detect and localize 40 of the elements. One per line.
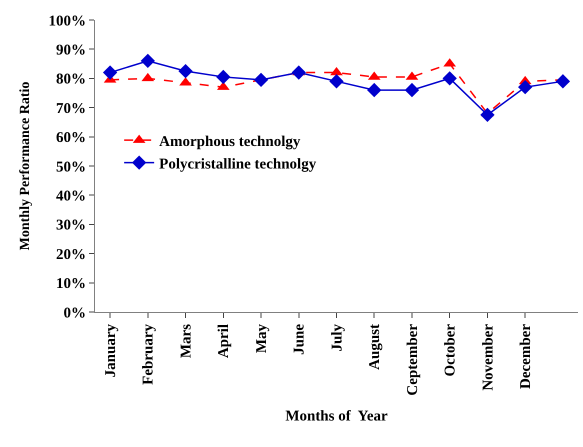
point (518, 80, 532, 94)
y-tick-label: 20% (56, 246, 86, 263)
y-tick-label: 40% (56, 188, 86, 204)
point (404, 82, 420, 98)
x-tick-label: June (292, 324, 308, 355)
y-tick-label: 50% (56, 159, 86, 176)
point (140, 54, 155, 68)
x-tick-label: December (518, 324, 534, 389)
point (367, 82, 382, 98)
x-axis-title: Months of Year (285, 408, 388, 425)
point (292, 65, 306, 80)
x-tick-label: November (480, 324, 496, 391)
y-tick-label: 100% (48, 13, 86, 30)
legend-label: Amorphous technolgy (159, 134, 301, 150)
y-tick-label: 0% (64, 305, 86, 322)
point (178, 64, 193, 78)
x-tick-label: Mars (178, 324, 194, 358)
y-tick-label: 30% (56, 218, 86, 234)
legend-label: Polycristalline technolgy (159, 156, 317, 172)
y-tick-label: 10% (56, 276, 86, 292)
x-tick-label: July (329, 324, 346, 352)
point (102, 65, 118, 80)
point (442, 71, 457, 86)
x-tick-label: May (254, 324, 270, 354)
y-tick-label: 90% (56, 42, 86, 58)
point (254, 72, 268, 88)
point (480, 108, 495, 122)
point (329, 74, 344, 88)
y-tick-label: 80% (56, 72, 86, 88)
y-tick-label: 60% (56, 130, 86, 146)
x-tick-label: February (140, 324, 157, 385)
x-tick-label: January (102, 324, 119, 378)
x-tick-label: Ceptember (404, 324, 421, 396)
x-tick-label: October (442, 324, 459, 376)
x-tick-label: August (367, 324, 384, 370)
y-tick-label: 70% (56, 100, 86, 117)
x-tick-label: April (216, 324, 232, 358)
y-axis-title: Monthly Performance Ratio (18, 82, 34, 250)
point (556, 74, 570, 88)
point (216, 70, 230, 84)
